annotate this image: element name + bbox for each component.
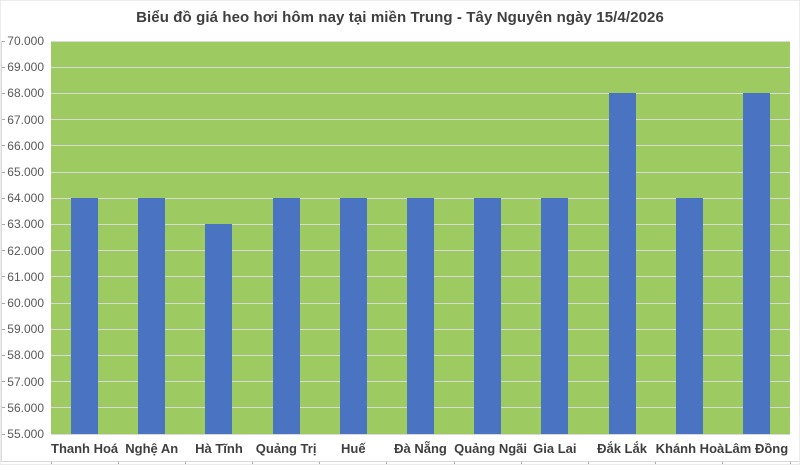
bar-1	[138, 198, 166, 434]
x-axis-tick	[520, 461, 522, 464]
y-axis-label: 61.000	[7, 269, 44, 284]
x-axis-label: Quảng Ngãi	[454, 441, 528, 456]
y-axis-label: 58.000	[7, 348, 44, 363]
x-axis-label: Khánh Hoà	[655, 441, 725, 456]
x-axis-label: Đắk Lắk	[597, 441, 647, 456]
bar-3	[272, 198, 300, 434]
bar-7	[541, 198, 569, 434]
y-axis-tick	[1, 276, 5, 278]
x-axis-label: Đà Nẵng	[394, 441, 447, 456]
bar-2	[205, 224, 233, 434]
bar-4	[339, 198, 367, 434]
y-axis-label: 55.000	[7, 427, 44, 441]
y-axis-tick	[1, 119, 5, 121]
x-axis-tick	[117, 461, 119, 464]
x-axis-label: Thanh Hoá	[51, 441, 119, 456]
y-axis-tick	[1, 40, 5, 42]
y-axis-label: 56.000	[7, 400, 44, 415]
y-axis-tick	[1, 302, 5, 304]
y-axis-tick	[1, 66, 5, 68]
y-axis-tick	[1, 197, 5, 199]
y-axis-tick	[1, 433, 5, 435]
y-axis-label: 59.000	[7, 322, 44, 337]
x-axis-tick	[789, 461, 791, 464]
x-axis-tick	[722, 461, 724, 464]
x-axis-tick	[184, 461, 186, 464]
y-axis-line	[1, 41, 2, 462]
chart-title: Biểu đồ giá heo hơi hôm nay tại miền Tru…	[136, 9, 664, 26]
x-axis-label: Nghệ An	[125, 441, 179, 456]
gridline	[51, 171, 790, 173]
x-axis-tick	[50, 461, 52, 464]
y-axis-label: 67.000	[7, 112, 44, 127]
y-axis-label: 70.000	[7, 34, 44, 48]
gridline	[51, 66, 790, 68]
y-axis-label: 57.000	[7, 374, 44, 389]
gridline	[51, 92, 790, 94]
x-axis-label: Hà Tĩnh	[195, 441, 243, 456]
x-axis-label: Gia Lai	[533, 441, 577, 456]
gridline	[51, 119, 790, 121]
gridline	[51, 197, 790, 199]
x-axis-tick	[655, 461, 657, 464]
y-axis-tick	[1, 92, 5, 94]
bar-6	[474, 198, 502, 434]
x-axis-label: Lâm Đồng	[724, 441, 789, 456]
x-axis-tick	[386, 461, 388, 464]
y-axis-label: 66.000	[7, 138, 44, 153]
y-axis-tick	[1, 407, 5, 409]
y-axis-tick	[1, 223, 5, 225]
gridline	[51, 433, 790, 435]
gridline	[51, 145, 790, 147]
bar-10	[742, 93, 770, 434]
bar-0	[71, 198, 99, 434]
y-axis-label: 69.000	[7, 60, 44, 75]
y-axis-label: 63.000	[7, 217, 44, 232]
bar-8	[608, 93, 636, 434]
x-axis-tick	[252, 461, 254, 464]
y-axis-label: 60.000	[7, 296, 44, 310]
y-axis-label: 64.000	[7, 191, 44, 206]
plot-area	[51, 40, 790, 435]
y-axis-tick	[1, 354, 5, 356]
x-axis-tick	[319, 461, 321, 464]
y-axis-tick	[1, 328, 5, 330]
x-axis-label: Quảng Trị	[255, 441, 317, 456]
y-axis-label: 68.000	[7, 86, 44, 101]
y-axis-tick	[1, 171, 5, 173]
y-axis-tick	[1, 250, 5, 252]
x-axis-line	[1, 461, 799, 462]
y-axis-label: 62.000	[7, 243, 44, 258]
y-axis-label: 65.000	[7, 165, 44, 179]
y-axis-tick	[1, 145, 5, 147]
y-axis-tick	[1, 381, 5, 383]
x-axis-label: Huế	[341, 441, 366, 456]
bar-5	[407, 198, 434, 434]
x-axis-tick	[587, 461, 589, 464]
bar-9	[675, 198, 703, 434]
x-axis-tick	[453, 461, 455, 464]
gridline	[51, 40, 790, 42]
